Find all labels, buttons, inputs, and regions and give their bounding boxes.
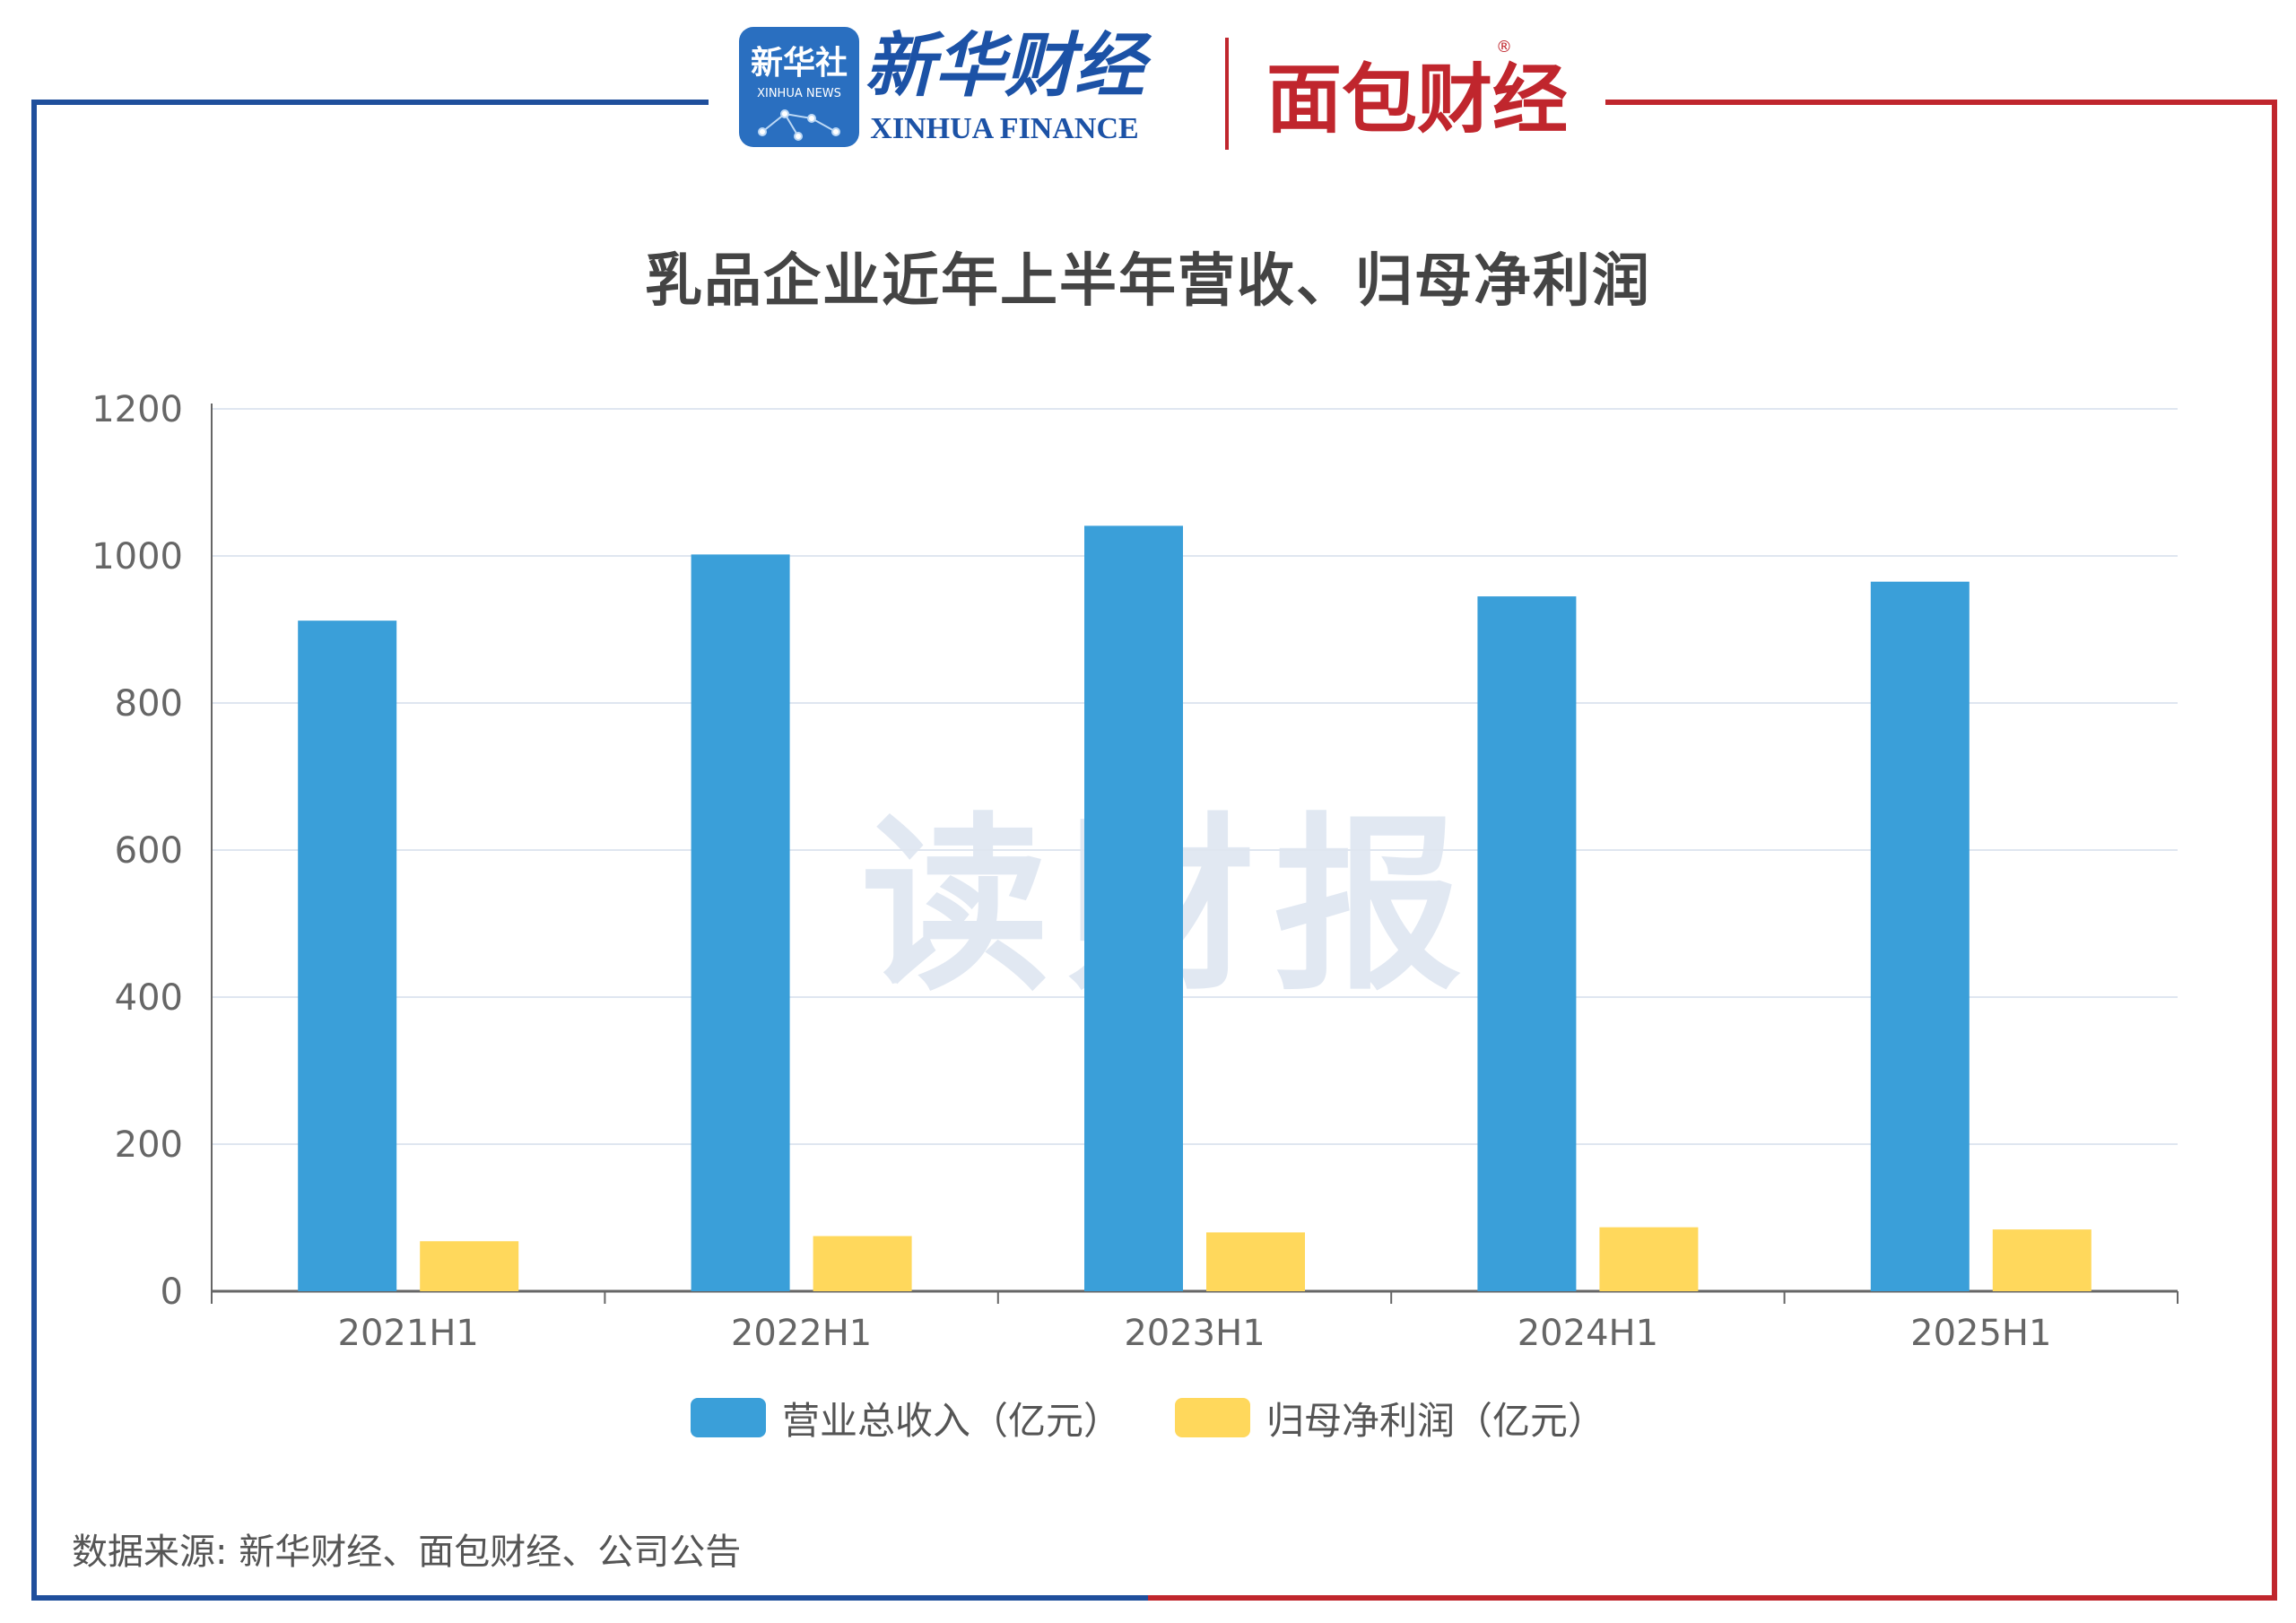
frame-left-border (31, 100, 1148, 1601)
network-icon (758, 109, 840, 141)
legend: 营业总收入（亿元） 归母净利润（亿元） (0, 1386, 2296, 1449)
bar-profit (1992, 1229, 2092, 1291)
bar-revenue (691, 554, 790, 1291)
registered-mark: ® (1496, 38, 1512, 56)
x-tick-label: 2021H1 (338, 1313, 479, 1354)
bar-profit (420, 1241, 519, 1291)
source-note: 数据来源: 新华财经、面包财经、公司公告 (72, 1532, 742, 1573)
xinhua-finance-logo: 新华财经 (865, 25, 1152, 107)
y-tick-label: 200 (115, 1124, 183, 1166)
bar-revenue (1477, 596, 1577, 1291)
legend-label-profit: 归母净利润（亿元） (1266, 1398, 1606, 1443)
bar-revenue (1870, 581, 1970, 1291)
y-tick-label: 800 (115, 683, 183, 725)
y-tick-label: 0 (161, 1271, 183, 1313)
bar-profit (1599, 1227, 1699, 1291)
x-tick-label: 2025H1 (1910, 1313, 2051, 1354)
header-logos: 新华社 XINHUA NEWS 新华财经 XINHUA FINANCE 面包财经… (739, 25, 1568, 150)
xinhua-finance-english: XINHUA FINANCE (870, 112, 1138, 145)
chart-title: 乳品企业近年上半年营收、归母净利润 (645, 248, 1651, 315)
bar-profit (813, 1236, 912, 1291)
legend-swatch-revenue (690, 1398, 766, 1437)
y-tick-label: 400 (115, 977, 183, 1019)
x-tick-label: 2022H1 (731, 1313, 872, 1354)
legend-swatch-profit (1175, 1398, 1250, 1437)
bar-profit (1206, 1232, 1305, 1291)
frame-right-border (1148, 100, 2277, 1601)
xinhua-news-badge-text: 新华社 (751, 45, 848, 82)
bar-revenue (298, 621, 397, 1291)
y-tick-label: 600 (115, 830, 183, 872)
x-tick-label: 2024H1 (1518, 1313, 1658, 1354)
y-tick-label: 1000 (91, 536, 183, 577)
mianbao-finance-logo: 面包财经 (1266, 56, 1568, 143)
legend-item-profit[interactable]: 归母净利润（亿元） (1175, 1391, 1605, 1445)
y-tick-label: 1200 (91, 389, 183, 430)
x-tick-label: 2023H1 (1124, 1313, 1265, 1354)
legend-label-revenue: 营业总收入（亿元） (781, 1398, 1121, 1443)
bar-revenue (1084, 525, 1183, 1291)
legend-item-revenue[interactable]: 营业总收入（亿元） (690, 1391, 1121, 1445)
xinhua-news-badge-subtext: XINHUA NEWS (757, 87, 841, 100)
xinhua-news-badge (739, 27, 859, 147)
